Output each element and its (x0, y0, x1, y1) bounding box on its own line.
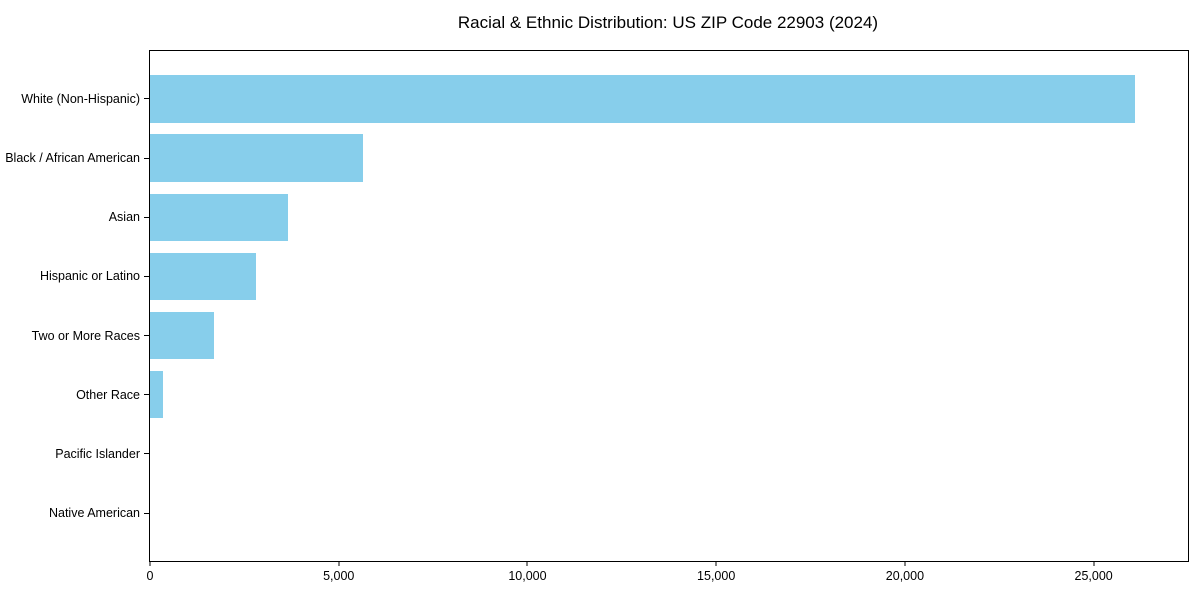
y-tick-label-white-non-hispanic: White (Non-Hispanic) (21, 91, 140, 106)
y-tick-label-asian: Asian (108, 210, 140, 224)
y-tick-label-other-race: Other Race (76, 387, 140, 402)
y-tick-label-pacific-islander: Pacific Islander (55, 446, 140, 461)
chart-title: Racial & Ethnic Distribution: US ZIP Cod… (457, 13, 879, 32)
bar-two-or-more-races (150, 311, 215, 360)
y-tick-label-two-or-more-races: Two or More Races (31, 328, 140, 343)
x-tick-mark (715, 561, 717, 566)
y-tick-mark (144, 98, 149, 100)
x-tick-label-0: 0 (146, 569, 154, 583)
y-tick-mark (144, 216, 149, 218)
x-tick-label-10000: 10,000 (508, 569, 547, 583)
x-tick-mark (904, 561, 906, 566)
x-tick-label-20000: 20,000 (885, 569, 925, 583)
y-tick-mark (144, 453, 149, 455)
y-tick-mark (144, 335, 149, 337)
bar-black-african-american (150, 134, 363, 182)
y-tick-label-hispanic-or-latino: Hispanic or Latino (39, 269, 140, 284)
bar-hispanic-or-latino (150, 252, 257, 301)
x-tick-label-5000: 5,000 (323, 569, 355, 583)
y-tick-label-black-african-american: Black / African American (5, 150, 140, 165)
bar-other-race (150, 371, 164, 419)
y-tick-mark (144, 394, 149, 396)
y-tick-label-native-american: Native American (48, 505, 140, 520)
bar-white-non-hispanic (150, 75, 1136, 123)
x-tick-mark (338, 561, 340, 566)
y-tick-mark (144, 157, 149, 159)
y-tick-mark (144, 275, 149, 277)
x-tick-label-25000: 25,000 (1074, 569, 1113, 583)
x-tick-mark (1093, 561, 1095, 566)
x-tick-label-15000: 15,000 (697, 569, 736, 583)
bar-asian (150, 193, 289, 241)
plot-area: White (Non-Hispanic) Black / African Amer… (5, 50, 1189, 582)
x-tick-mark (526, 561, 528, 566)
y-tick-mark (144, 512, 149, 514)
x-tick-mark (149, 561, 151, 566)
